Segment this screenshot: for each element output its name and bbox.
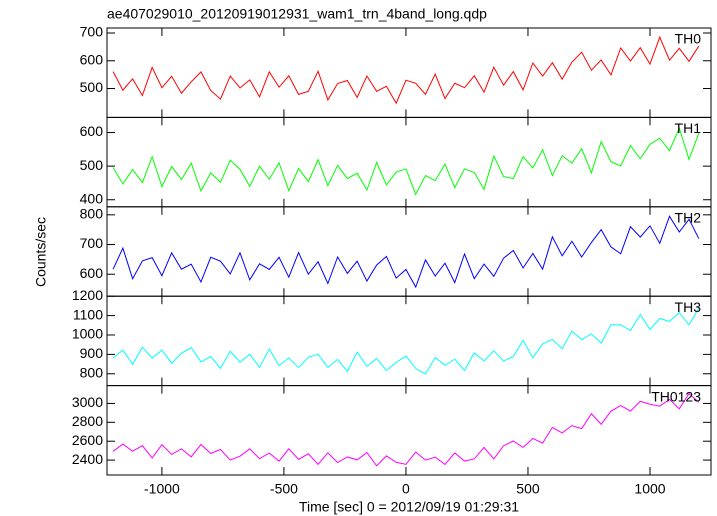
y-tick-label: 600 — [80, 123, 104, 139]
data-line — [112, 126, 700, 196]
panel-frame — [106, 206, 712, 297]
y-tick-label: 500 — [80, 157, 104, 173]
y-tick-label: 900 — [80, 345, 104, 361]
panel-label: TH1 — [675, 120, 702, 136]
x-tick-label: 0 — [402, 481, 410, 497]
y-axis-label: Counts/sec — [33, 217, 49, 287]
x-tick-label: -500 — [270, 481, 298, 497]
y-tick-label: 1100 — [73, 306, 103, 322]
data-line — [112, 215, 700, 289]
panel-label: TH0 — [675, 31, 702, 47]
panel-label: TH0123 — [651, 388, 701, 404]
y-tick-label: 800 — [80, 364, 104, 380]
y-tick-label: 1000 — [72, 326, 103, 342]
panel-frame — [106, 116, 712, 208]
y-tick-label: 3000 — [72, 394, 103, 410]
y-tick-label: 2400 — [72, 451, 103, 467]
x-axis-label: Time [sec] 0 = 2012/09/19 01:29:31 — [299, 499, 519, 515]
data-line — [112, 307, 700, 375]
y-tick-label: 600 — [80, 51, 104, 67]
data-line — [112, 392, 700, 467]
panel-label: TH2 — [675, 210, 702, 226]
y-tick-label: 700 — [80, 24, 104, 40]
x-tick-label: 1000 — [634, 481, 665, 497]
x-tick-label: 500 — [516, 481, 540, 497]
y-tick-label: 500 — [80, 79, 104, 95]
y-tick-label: 700 — [80, 235, 104, 251]
y-tick-label: 2600 — [72, 432, 103, 448]
panel-frame — [106, 295, 712, 387]
panel-frame — [106, 385, 712, 476]
y-tick-label: 400 — [80, 190, 104, 206]
x-tick-label: -1000 — [144, 481, 180, 497]
chart-title: ae407029010_20120919012931_wam1_trn_4ban… — [107, 6, 487, 22]
y-tick-label: 1200 — [72, 287, 103, 303]
data-line — [112, 35, 700, 105]
y-tick-label: 2800 — [72, 413, 103, 429]
panel-frame — [106, 27, 712, 118]
y-tick-label: 800 — [80, 206, 104, 222]
y-tick-label: 600 — [80, 265, 104, 281]
panel-label: TH3 — [675, 299, 702, 315]
